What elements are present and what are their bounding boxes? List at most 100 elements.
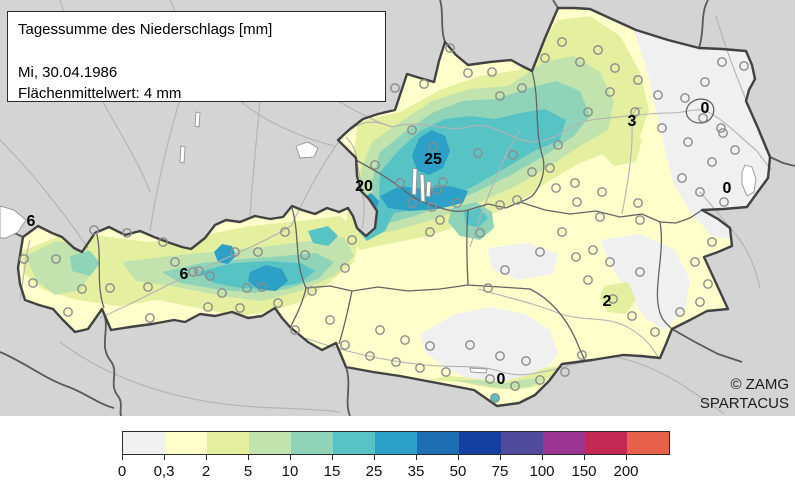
legend-tick-label: 0,3 — [153, 463, 175, 480]
station-marker — [730, 145, 740, 155]
station-marker — [540, 53, 550, 63]
station-marker — [235, 303, 245, 313]
station-marker — [370, 160, 380, 170]
legend-tick — [290, 455, 291, 460]
precip-region-2-5 — [600, 282, 636, 314]
station-marker — [242, 283, 252, 293]
legend-swatch — [123, 432, 165, 454]
station-marker — [273, 298, 283, 308]
station-marker — [510, 381, 520, 391]
station-marker — [441, 367, 451, 377]
state-border-carinthia-styria-west — [467, 284, 531, 290]
legend-tick-label: 150 — [571, 463, 597, 480]
station-marker — [571, 252, 581, 262]
state-border-salzburg-styria — [466, 209, 469, 286]
station-marker — [695, 187, 705, 197]
station-marker — [432, 185, 442, 195]
station-marker — [347, 235, 357, 245]
station-marker — [698, 113, 708, 123]
station-marker — [683, 137, 693, 147]
lake-wolfgangsee — [425, 180, 432, 198]
station-marker — [205, 271, 215, 281]
station-marker — [307, 286, 317, 296]
station-marker — [605, 87, 615, 97]
lake-ammersee — [194, 111, 201, 128]
legend-tick-label: 2 — [201, 463, 211, 480]
precip-region-0-0.3 — [600, 234, 690, 330]
station-marker — [375, 325, 385, 335]
legend-swatch — [459, 432, 501, 454]
station-markers — [19, 37, 749, 403]
legend-tick-label: 75 — [491, 463, 509, 480]
precip-value-label: 20 — [355, 178, 373, 195]
station-marker — [400, 335, 410, 345]
precip-value-label: 2 — [603, 293, 612, 310]
precipitation-legend: 0 0,3 2 5 10 15 25 35 50 75 100 150 200 — [118, 431, 670, 483]
station-marker — [635, 215, 645, 225]
state-border-lowerarustria-styria — [519, 201, 661, 223]
station-marker — [428, 142, 438, 152]
legend-swatch — [333, 432, 375, 454]
station-marker — [300, 250, 310, 260]
station-marker — [535, 375, 545, 385]
precip-region-10-15 — [70, 251, 100, 276]
station-marker — [588, 245, 598, 255]
station-marker — [487, 67, 497, 77]
river-mur — [477, 288, 659, 358]
legend-swatch — [375, 432, 417, 454]
station-marker — [51, 254, 61, 264]
station-marker — [610, 63, 620, 73]
station-marker — [593, 45, 603, 55]
attribution-spartacus: SPARTACUS — [699, 395, 789, 412]
station-marker — [700, 77, 710, 87]
precip-value-label: 3 — [628, 113, 637, 130]
border-slovakia-hungary — [769, 156, 795, 167]
state-border-tirol-easttyrol — [290, 287, 307, 327]
station-marker — [677, 173, 687, 183]
station-marker — [605, 257, 615, 267]
station-marker — [435, 215, 445, 225]
station-marker — [485, 374, 495, 384]
legend-swatch — [585, 432, 627, 454]
border-czech-slovakia — [698, 0, 709, 49]
station-marker — [340, 340, 350, 350]
legend-tick — [374, 455, 375, 460]
station-marker — [194, 266, 204, 276]
station-marker — [627, 311, 637, 321]
station-marker — [583, 275, 593, 285]
station-marker — [512, 195, 522, 205]
legend-swatch — [165, 432, 207, 454]
state-border-vorarlberg-tirol — [95, 230, 105, 309]
station-marker — [158, 237, 168, 247]
map-mean-value: Flächenmittelwert: 4 mm — [18, 85, 182, 102]
station-marker — [719, 197, 729, 207]
map-title: Tagessumme des Niederschlags [mm] — [18, 21, 273, 38]
legend-tick — [248, 455, 249, 460]
precip-value-label: 0 — [497, 371, 506, 388]
river-leitha — [699, 191, 761, 289]
state-border-styria-burgenland — [656, 221, 673, 330]
station-marker — [572, 197, 582, 207]
station-marker — [575, 57, 585, 67]
station-marker — [707, 237, 717, 247]
station-marker — [390, 83, 400, 93]
station-marker — [170, 257, 180, 267]
station-marker — [570, 178, 580, 188]
legend-tick-label: 15 — [323, 463, 341, 480]
legend-tick-label: 50 — [449, 463, 467, 480]
station-marker — [703, 279, 713, 289]
legend-tick — [500, 455, 501, 460]
station-marker — [425, 227, 435, 237]
state-border-lowerarustria-burgenland — [659, 209, 703, 224]
legend-tick-label: 0 — [117, 463, 127, 480]
rivers — [0, 0, 773, 415]
legend-tick — [542, 455, 543, 460]
station-marker — [508, 150, 518, 160]
station-marker — [19, 254, 29, 264]
station-marker — [657, 123, 667, 133]
legend-tick — [626, 455, 627, 460]
border-switzerland-italy — [101, 308, 123, 416]
station-marker — [680, 93, 690, 103]
attribution-zamg: © ZAMG — [730, 376, 789, 393]
border-slovenia-hungary — [671, 328, 743, 363]
